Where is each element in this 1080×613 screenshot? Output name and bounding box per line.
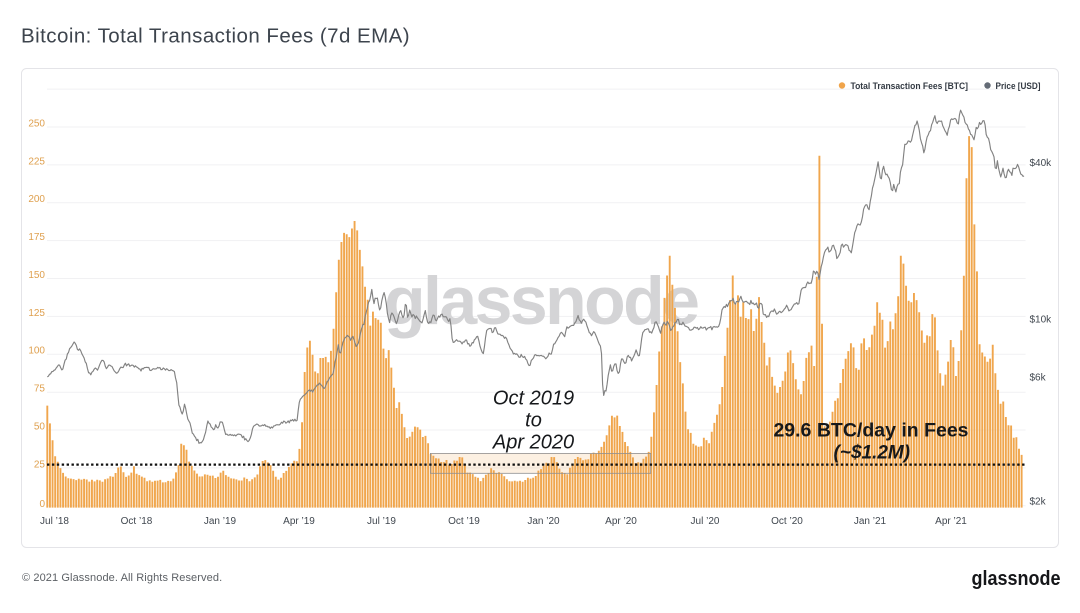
- svg-text:Oct ’20: Oct ’20: [771, 516, 803, 527]
- svg-text:glassnode: glassnode: [972, 567, 1061, 590]
- svg-text:150: 150: [28, 270, 45, 281]
- svg-text:Apr 2020: Apr 2020: [492, 432, 574, 454]
- svg-text:(~$1.2M): (~$1.2M): [834, 443, 911, 464]
- svg-text:Oct ’18: Oct ’18: [121, 516, 153, 527]
- svg-text:Apr ’19: Apr ’19: [283, 516, 315, 527]
- svg-text:Jul ’18: Jul ’18: [40, 516, 69, 527]
- svg-text:Apr ’20: Apr ’20: [605, 516, 637, 527]
- svg-text:to: to: [525, 409, 542, 431]
- svg-text:© 2021 Glassnode. All Rights R: © 2021 Glassnode. All Rights Reserved.: [22, 572, 222, 584]
- svg-text:0: 0: [39, 499, 45, 510]
- svg-text:100: 100: [28, 346, 45, 357]
- svg-text:250: 250: [28, 118, 45, 129]
- svg-text:Total Transaction Fees [BTC]: Total Transaction Fees [BTC]: [851, 81, 969, 92]
- svg-text:$2k: $2k: [1030, 496, 1047, 507]
- svg-text:200: 200: [28, 194, 45, 205]
- svg-text:$40k: $40k: [1030, 158, 1053, 169]
- svg-text:Jan ’21: Jan ’21: [854, 516, 887, 527]
- svg-text:$10k: $10k: [1030, 315, 1053, 326]
- svg-text:50: 50: [34, 421, 46, 432]
- svg-text:Jul ’20: Jul ’20: [691, 516, 720, 527]
- svg-text:29.6 BTC/day in Fees: 29.6 BTC/day in Fees: [773, 420, 968, 442]
- svg-text:$6k: $6k: [1030, 372, 1047, 383]
- svg-text:Price [USD]: Price [USD]: [996, 81, 1041, 92]
- svg-text:175: 175: [28, 232, 45, 243]
- svg-text:Oct ’19: Oct ’19: [448, 516, 480, 527]
- svg-text:125: 125: [28, 308, 45, 319]
- svg-text:25: 25: [34, 459, 46, 470]
- svg-text:glassnode: glassnode: [384, 263, 700, 339]
- svg-text:Jul ’19: Jul ’19: [367, 516, 396, 527]
- svg-text:Jan ’20: Jan ’20: [527, 516, 560, 527]
- svg-text:Apr ’21: Apr ’21: [935, 516, 967, 527]
- svg-text:225: 225: [28, 156, 45, 167]
- svg-text:Bitcoin: Total Transaction Fee: Bitcoin: Total Transaction Fees (7d EMA): [21, 25, 410, 48]
- svg-text:75: 75: [34, 384, 46, 395]
- svg-text:Jan ’19: Jan ’19: [204, 516, 237, 527]
- svg-text:Oct 2019: Oct 2019: [493, 387, 574, 409]
